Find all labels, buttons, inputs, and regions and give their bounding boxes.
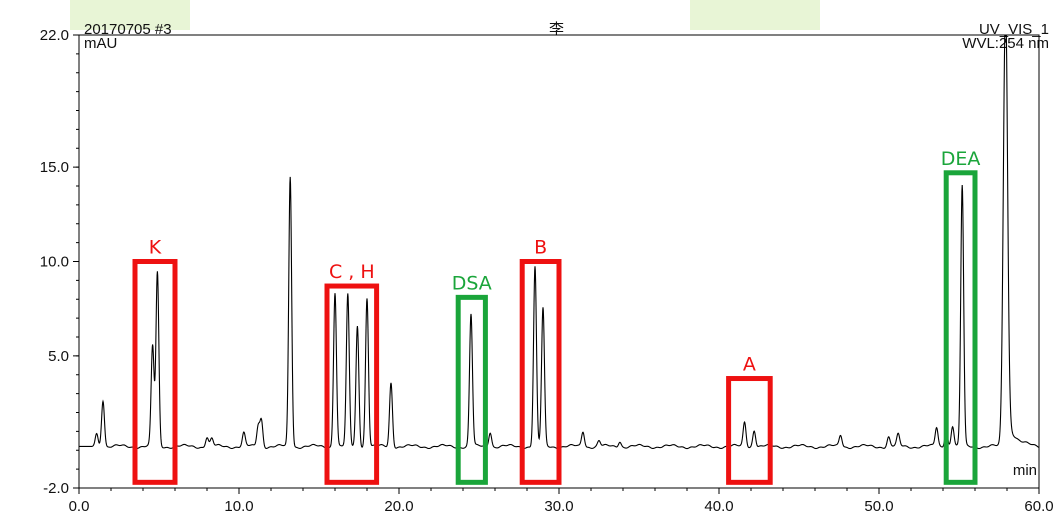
annotation-label: K [149, 237, 162, 259]
x-tick-label: 20.0 [384, 498, 413, 515]
run-id-label: 20170705 #3 [84, 21, 172, 38]
x-tick-label: 30.0 [544, 498, 573, 515]
x-tick-label: 0.0 [69, 498, 90, 515]
annotation-box [324, 283, 380, 485]
header-band-center [690, 0, 820, 30]
y-tick-label: -2.0 [43, 480, 69, 497]
y-tick-label: 15.0 [40, 159, 69, 176]
annotation-label: DEA [941, 148, 981, 170]
y-tick-label: 22.0 [40, 27, 69, 44]
annotation-label: DSA [452, 272, 492, 294]
x-tick-label: 60.0 [1024, 498, 1053, 515]
x-tick-label: 50.0 [864, 498, 893, 515]
sample-name-label: 李 [549, 21, 565, 38]
annotation-label: C , H [329, 261, 375, 283]
channel-label: UV_VIS_1 [978, 21, 1049, 38]
y-tick-label: 10.0 [40, 254, 69, 271]
y-unit-label: mAU [84, 35, 118, 52]
annotation-box [455, 294, 488, 485]
wavelength-label: WVL:254 nm [962, 35, 1049, 52]
x-tick-label: 40.0 [704, 498, 733, 515]
y-tick-label: 5.0 [48, 348, 69, 365]
x-tick-label: 10.0 [224, 498, 253, 515]
annotation-label: B [534, 237, 547, 259]
x-axis-label: min [1013, 462, 1037, 479]
annotation-label: A [743, 354, 756, 376]
header-band-left [70, 0, 190, 30]
annotation-box [943, 170, 978, 485]
annotation-box [519, 259, 562, 485]
annotation-box [132, 259, 178, 485]
annotation-box [726, 376, 773, 485]
